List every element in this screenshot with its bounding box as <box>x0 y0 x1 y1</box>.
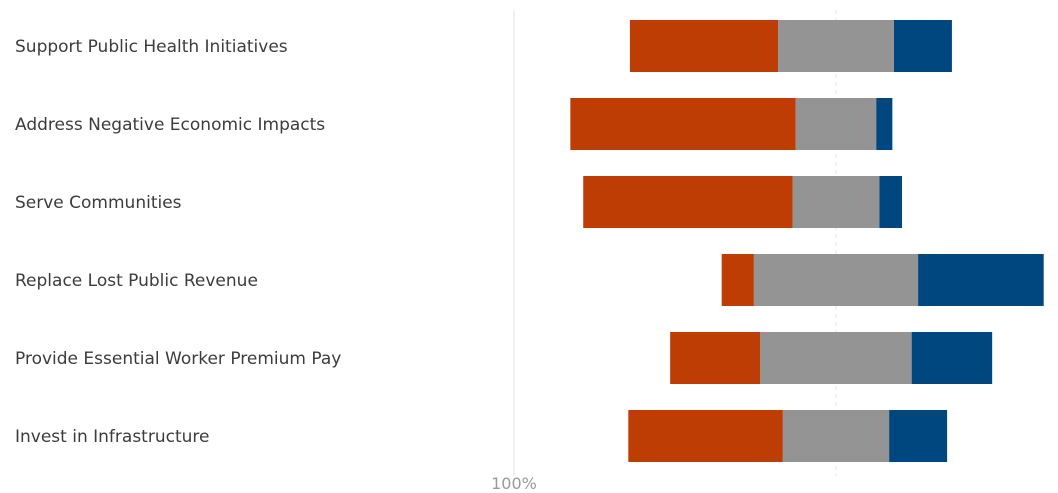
bar-1-segment-1[interactable] <box>629 20 779 72</box>
bar-6-segment-2[interactable] <box>782 410 890 462</box>
bar-4-segment-2[interactable] <box>753 254 919 306</box>
bar-3-segment-2[interactable] <box>792 176 880 228</box>
bar-2-segment-1[interactable] <box>570 98 796 150</box>
bar-1-segment-3[interactable] <box>893 20 952 72</box>
axis-lines <box>513 10 837 476</box>
bar-3-segment-3[interactable] <box>879 176 903 228</box>
x-tick-label: 100% <box>491 474 537 493</box>
category-label: Serve Communities <box>15 193 182 213</box>
category-label: Replace Lost Public Revenue <box>15 271 258 291</box>
category-labels: Support Public Health Initiatives Address… <box>15 37 341 447</box>
bar-6-segment-1[interactable] <box>628 410 783 462</box>
bar-1-segment-2[interactable] <box>778 20 894 72</box>
bar-6-segment-3[interactable] <box>889 410 948 462</box>
bar-4-segment-1[interactable] <box>721 254 754 306</box>
bar-5-segment-1[interactable] <box>670 332 761 384</box>
bar-5-segment-3[interactable] <box>911 332 993 384</box>
bar-3-segment-1[interactable] <box>583 176 793 228</box>
x-tick-labels: 100%0% <box>491 474 537 493</box>
category-label: Address Negative Economic Impacts <box>15 115 325 135</box>
bar-5-segment-2[interactable] <box>760 332 912 384</box>
category-label: Invest in Infrastructure <box>15 427 209 447</box>
bars <box>570 20 1044 462</box>
category-label: Provide Essential Worker Premium Pay <box>15 349 341 369</box>
bar-2-segment-2[interactable] <box>795 98 877 150</box>
category-label: Support Public Health Initiatives <box>15 37 288 57</box>
bar-2-segment-3[interactable] <box>876 98 893 150</box>
bar-4-segment-3[interactable] <box>918 254 1044 306</box>
